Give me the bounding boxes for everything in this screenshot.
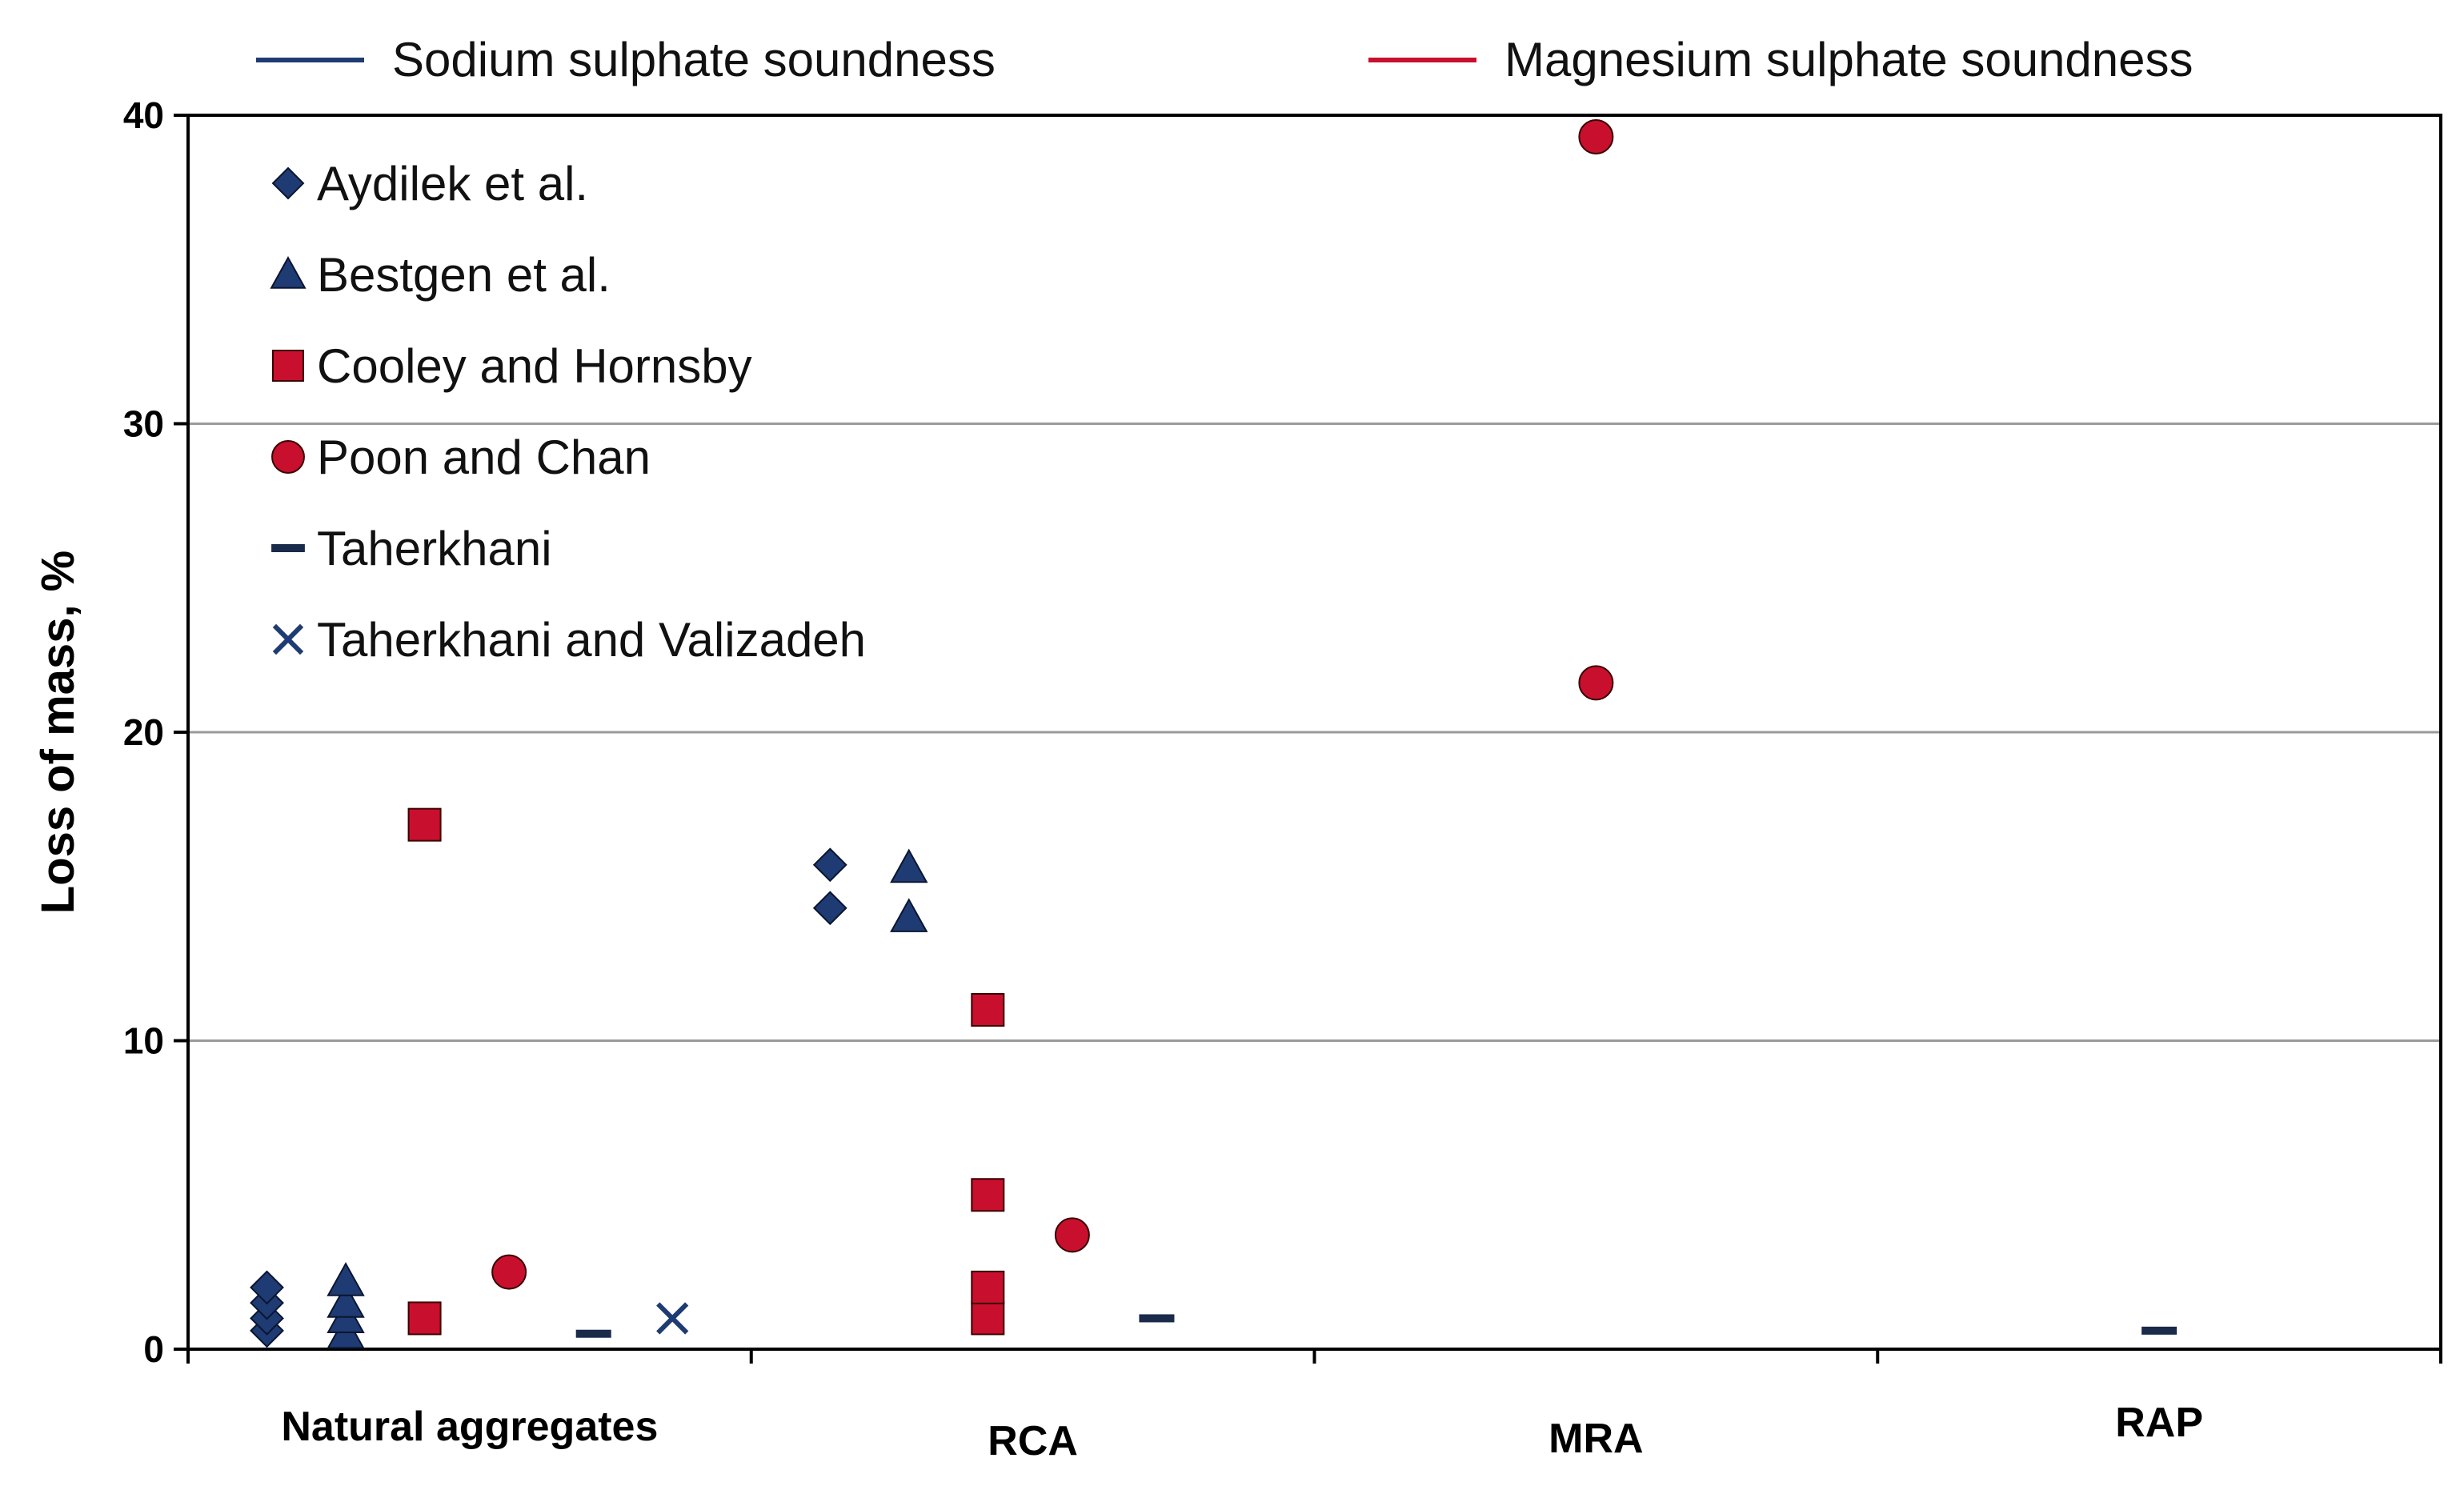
grid-lines xyxy=(188,423,2441,1042)
data-point-dash xyxy=(2141,1326,2178,1335)
data-point-square xyxy=(407,1301,442,1336)
axes: 0 10 20 30 40 Natural aggregates RCA MRA RAP xyxy=(123,94,2442,1464)
data-point-triangle xyxy=(327,1284,365,1318)
series-legend-label: Taherkhani and Valizadeh xyxy=(317,613,866,667)
test-method-legend: Sodium sulphate soundness Magnesium sulph… xyxy=(256,33,2194,86)
legend-marker-diamond xyxy=(271,166,305,200)
test-legend-label: Magnesium sulphate soundness xyxy=(1504,33,2194,86)
series-legend-label: Cooley and Hornsby xyxy=(317,339,752,393)
y-tick-label-0: 0 xyxy=(143,1328,164,1370)
data-point-square xyxy=(971,1270,1005,1304)
legend-marker-x xyxy=(272,623,304,655)
y-tick-label-20: 20 xyxy=(123,711,164,753)
data-point-dash xyxy=(575,1329,611,1338)
x-category-label: RAP xyxy=(2115,1400,2203,1446)
data-point-circle xyxy=(1054,1217,1090,1253)
data-point-diamond xyxy=(812,891,847,926)
test-legend-label: Sodium sulphate soundness xyxy=(392,33,996,86)
x-category-label: RCA xyxy=(988,1418,1078,1464)
series-legend-label: Taherkhani xyxy=(317,522,552,575)
y-tick-label-40: 40 xyxy=(123,94,164,136)
data-point-circle xyxy=(1578,665,1614,701)
series-legend-label: Poon and Chan xyxy=(317,431,651,484)
marker-legend: Aydilek et al. Bestgen et al. Cooley and H… xyxy=(270,157,866,667)
data-point-circle xyxy=(1578,118,1614,154)
legend-marker-square xyxy=(272,350,304,382)
data-points xyxy=(250,118,2178,1349)
data-point-x xyxy=(656,1302,689,1335)
data-point-dash xyxy=(1139,1314,1175,1323)
data-point-triangle xyxy=(890,898,928,932)
data-point-diamond xyxy=(250,1270,284,1305)
series-legend-label: Aydilek et al. xyxy=(317,157,588,210)
data-point-circle xyxy=(491,1254,527,1290)
y-axis-label: Loss of mass, % xyxy=(32,551,84,914)
data-point-triangle xyxy=(890,848,928,883)
series-legend-label: Bestgen et al. xyxy=(317,248,611,302)
x-category-label: MRA xyxy=(1549,1416,1643,1462)
legend-marker-triangle xyxy=(270,256,306,289)
data-point-square xyxy=(971,1301,1005,1336)
y-tick-label-10: 10 xyxy=(123,1020,164,1062)
data-point-square xyxy=(407,807,442,842)
data-point-square xyxy=(971,1178,1005,1212)
data-point-square xyxy=(971,992,1005,1027)
x-category-label: Natural aggregates xyxy=(281,1404,658,1450)
legend-marker-dash xyxy=(271,544,305,552)
data-point-triangle xyxy=(327,1262,365,1296)
y-tick-label-30: 30 xyxy=(123,403,164,445)
legend-marker-circle xyxy=(271,440,305,474)
data-point-diamond xyxy=(812,847,847,883)
